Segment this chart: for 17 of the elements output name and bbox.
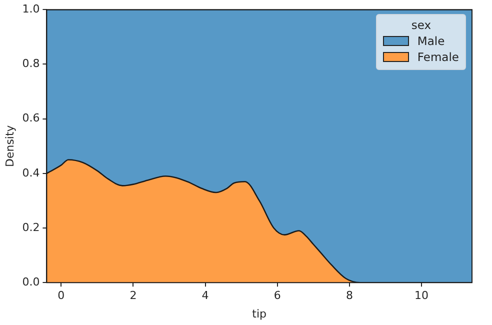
legend-title: sex [410, 18, 432, 32]
x-tick-label: 10 [414, 289, 429, 302]
y-tick-label: 1.0 [22, 2, 40, 16]
x-tick-label: 6 [274, 289, 281, 302]
x-tick-label: 2 [130, 289, 137, 302]
legend-label: Male [417, 34, 445, 48]
y-tick-label: 0.8 [22, 57, 40, 70]
y-tick-label: 0.2 [22, 220, 40, 234]
x-tick-label: 0 [58, 289, 65, 302]
legend-label: Female [417, 50, 459, 64]
y-axis-title: Density [3, 124, 16, 168]
y-tick-label: 0.6 [22, 112, 40, 125]
x-axis-title: tip [252, 307, 267, 320]
x-tick-label: 8 [346, 289, 353, 302]
y-tick-label: 0.4 [22, 166, 40, 180]
x-tick-label: 4 [202, 289, 209, 302]
y-tick-label: 0.0 [22, 275, 40, 288]
